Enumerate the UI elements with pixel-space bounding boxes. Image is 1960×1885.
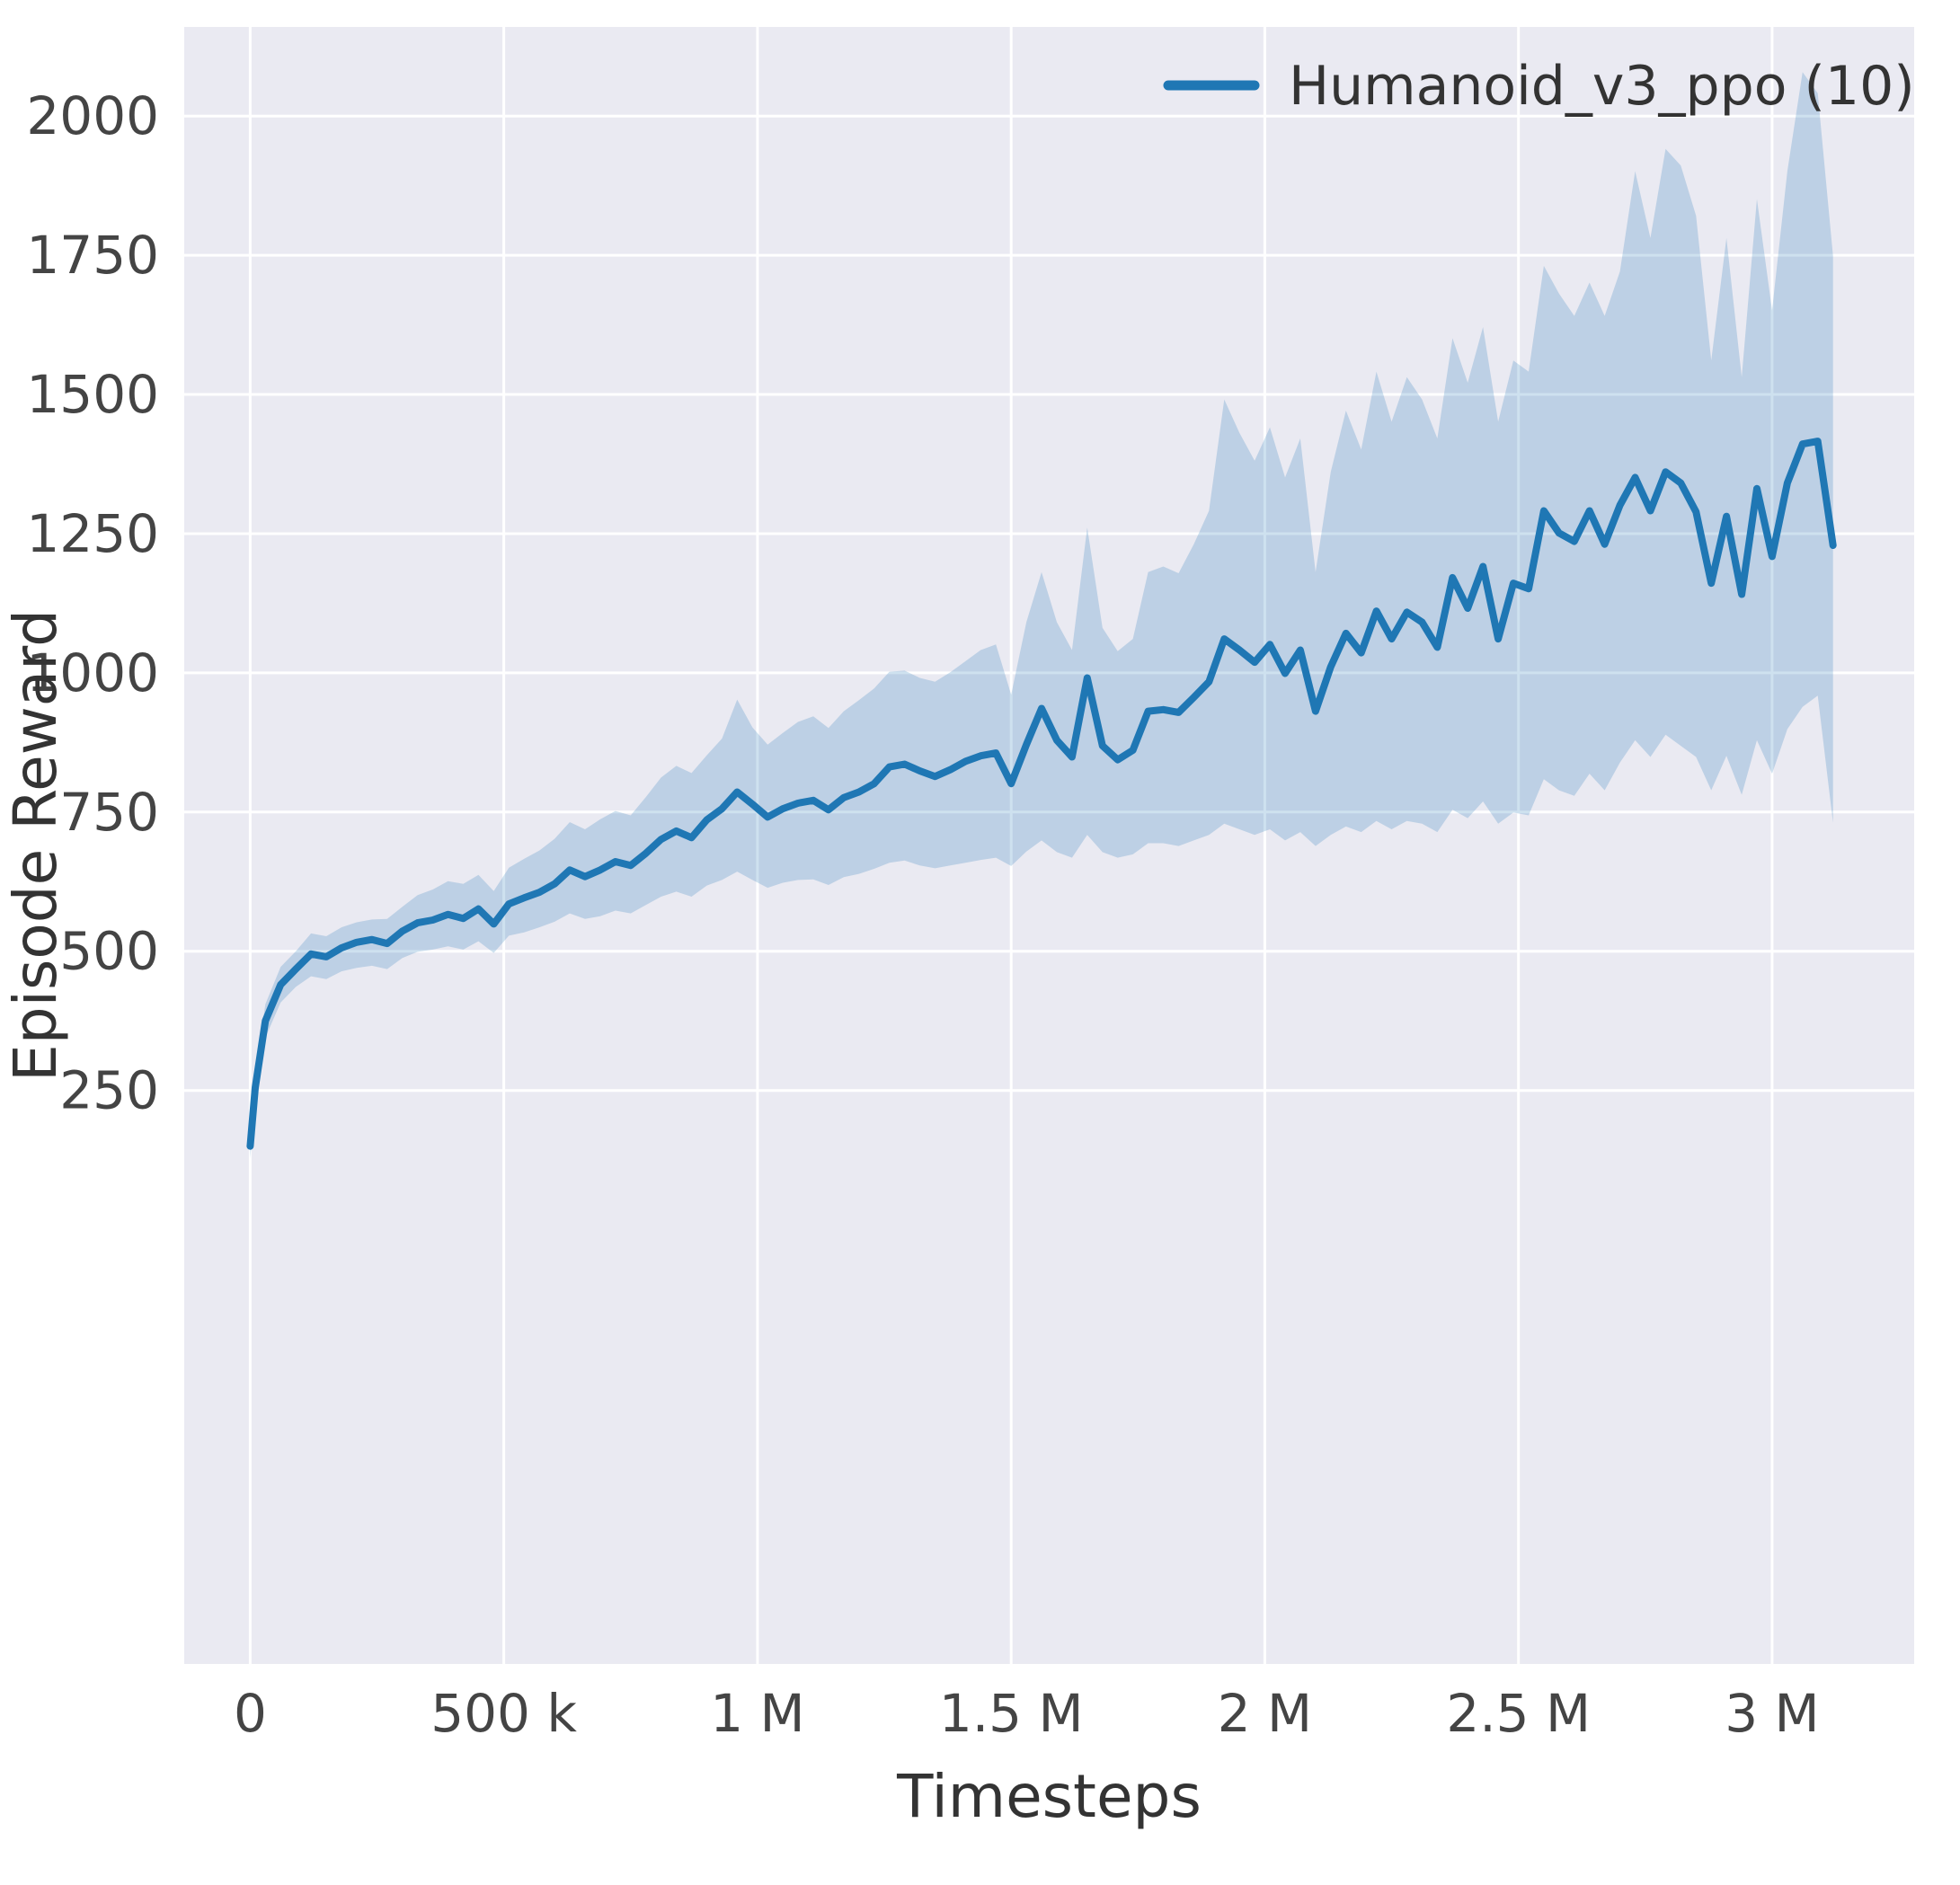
y-tick-label: 250 [59, 1060, 159, 1121]
y-tick-label: 1000 [26, 642, 159, 704]
x-tick-label: 2 M [1218, 1683, 1312, 1744]
y-axis-label: Episode Reward [1, 609, 70, 1082]
y-tick-label: 750 [59, 782, 159, 843]
plot-area [184, 27, 1914, 1664]
x-tick-label: 500 k [430, 1683, 577, 1744]
x-tick-label: 3 M [1725, 1683, 1819, 1744]
legend-label: Humanoid_v3_ppo (10) [1289, 55, 1915, 118]
x-tick-labels: 0 500 k 1 M 1.5 M 2 M 2.5 M 3 M [234, 1683, 1820, 1744]
x-tick-label: 2.5 M [1446, 1683, 1591, 1744]
grid [184, 27, 1914, 1664]
x-axis-label: Timesteps [896, 1762, 1202, 1831]
y-tick-label: 2000 [26, 85, 159, 146]
mean-reward-line [246, 438, 1837, 1150]
legend: Humanoid_v3_ppo (10) [1163, 55, 1915, 118]
y-tick-label: 1500 [26, 364, 159, 425]
y-tick-labels: 250 500 750 1000 1250 1500 1750 2000 [26, 85, 159, 1121]
y-tick-label: 500 [59, 921, 159, 982]
y-tick-label: 1750 [26, 225, 159, 286]
x-tick-label: 0 [234, 1683, 267, 1744]
x-tick-label: 1 M [710, 1683, 804, 1744]
y-tick-label: 1250 [26, 503, 159, 564]
x-tick-label: 1.5 M [939, 1683, 1084, 1744]
confidence-band [250, 72, 1833, 1159]
